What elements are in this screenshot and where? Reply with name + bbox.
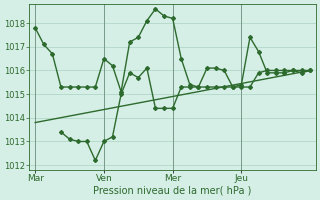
X-axis label: Pression niveau de la mer( hPa ): Pression niveau de la mer( hPa ) — [93, 186, 252, 196]
